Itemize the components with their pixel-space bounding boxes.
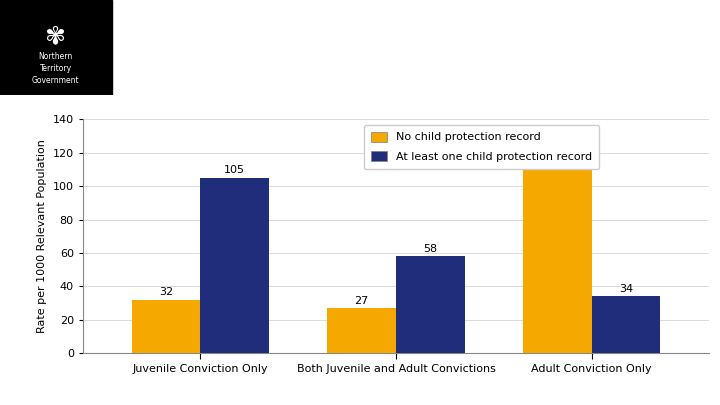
Text: 34: 34	[619, 284, 633, 294]
Text: 117: 117	[547, 145, 568, 156]
Text: and Juvenile: and Juvenile	[126, 59, 261, 78]
Bar	[200, 178, 269, 353]
Text: Offending* Rate Per 1000 Relevant Population by Adult: Offending* Rate Per 1000 Relevant Popula…	[126, 21, 720, 40]
Bar	[0, 0, 112, 95]
Bar	[523, 158, 592, 353]
Bar	[396, 256, 464, 353]
Text: 27: 27	[355, 296, 369, 306]
Text: 58: 58	[423, 244, 437, 254]
Text: DEPARTMENT OF THE ATTORNEY-GENERAL AND JUSTICE: DEPARTMENT OF THE ATTORNEY-GENERAL AND J…	[14, 381, 404, 394]
Y-axis label: Rate per 1000 Relevant Population: Rate per 1000 Relevant Population	[37, 139, 47, 333]
Text: 105: 105	[224, 165, 245, 175]
Bar	[328, 308, 396, 353]
Bar	[132, 300, 200, 353]
Bar	[592, 296, 660, 353]
Legend: No child protection record, At least one child protection record: No child protection record, At least one…	[364, 125, 599, 169]
Text: Northern
Territory
Government: Northern Territory Government	[32, 52, 80, 85]
Text: 32: 32	[159, 287, 173, 297]
Text: ✾: ✾	[45, 24, 66, 48]
